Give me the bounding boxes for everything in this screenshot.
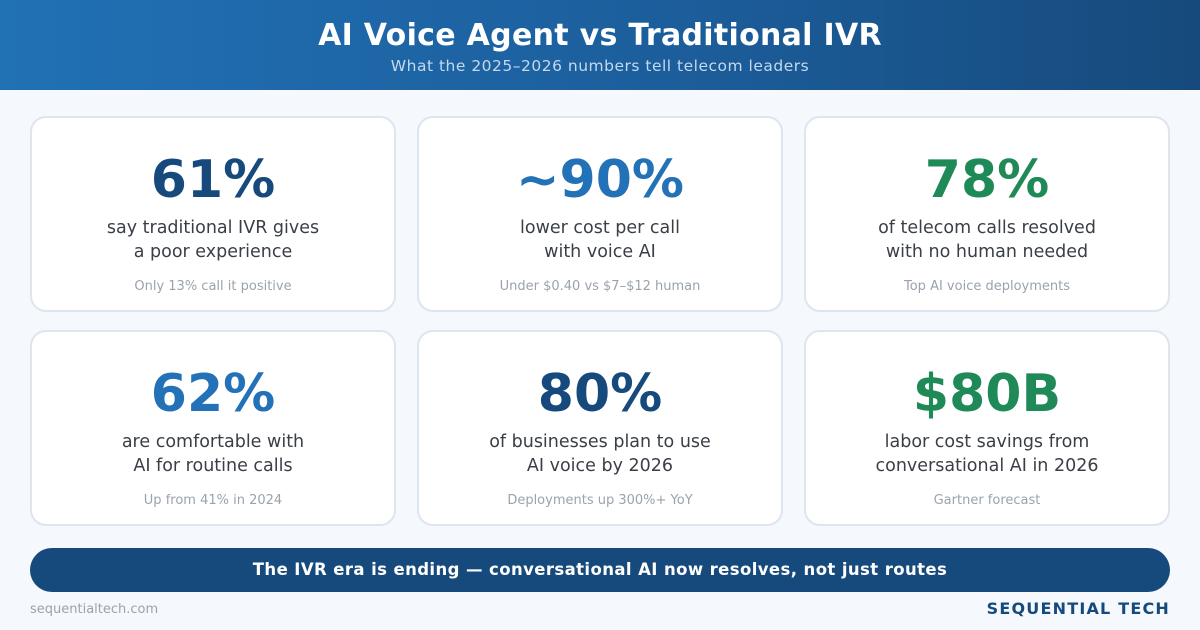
stat-description: of businesses plan to use AI voice by 20… (419, 430, 781, 478)
stat-description: are comfortable with AI for routine call… (32, 430, 394, 478)
stat-description-line2: AI voice by 2026 (526, 456, 674, 476)
stat-description: lower cost per call with voice AI (419, 216, 781, 264)
stat-description-line1: of businesses plan to use (489, 432, 711, 452)
stat-value: 62% (150, 364, 276, 424)
stat-card-ivr-poor-experience: 61% say traditional IVR gives a poor exp… (30, 116, 396, 312)
stat-description-line1: labor cost savings from (884, 432, 1090, 452)
page-title: AI Voice Agent vs Traditional IVR (318, 18, 882, 53)
stat-description-line1: say traditional IVR gives (106, 218, 320, 238)
stat-note: Under $0.40 vs $7–$12 human (499, 279, 701, 294)
conclusion-banner: The IVR era is ending — conversational A… (30, 548, 1170, 592)
stat-note: Deployments up 300%+ YoY (507, 493, 693, 508)
footer-brand: SEQUENTIAL TECH (986, 599, 1170, 618)
stat-note: Only 13% call it positive (134, 279, 292, 294)
footer-url: sequentialtech.com (30, 602, 159, 617)
page-subtitle: What the 2025–2026 numbers tell telecom … (390, 57, 810, 75)
stat-description: say traditional IVR gives a poor experie… (32, 216, 394, 264)
stat-description-line1: of telecom calls resolved (878, 218, 1096, 238)
stat-note: Gartner forecast (933, 493, 1041, 508)
header-banner: AI Voice Agent vs Traditional IVR What t… (0, 0, 1200, 90)
stat-description-line2: with no human needed (885, 242, 1089, 262)
stat-description: of telecom calls resolved with no human … (806, 216, 1168, 264)
stat-card-lower-cost: ~90% lower cost per call with voice AI U… (417, 116, 783, 312)
stat-value: 78% (924, 150, 1050, 210)
stat-description-line2: a poor experience (133, 242, 293, 262)
stat-description-line1: are comfortable with (121, 432, 305, 452)
stat-description-line2: AI for routine calls (133, 456, 293, 476)
stat-value: ~90% (515, 150, 685, 210)
stat-description-line1: lower cost per call (520, 218, 680, 238)
stat-note: Top AI voice deployments (904, 279, 1070, 294)
stat-value: 80% (537, 364, 663, 424)
stat-description: labor cost savings from conversational A… (806, 430, 1168, 478)
stat-value: $80B (912, 364, 1062, 424)
stat-card-businesses-plan: 80% of businesses plan to use AI voice b… (417, 330, 783, 526)
stat-note: Up from 41% in 2024 (143, 493, 283, 508)
stat-description-line2: conversational AI in 2026 (875, 456, 1099, 476)
stat-card-calls-resolved: 78% of telecom calls resolved with no hu… (804, 116, 1170, 312)
stat-card-labor-savings: $80B labor cost savings from conversatio… (804, 330, 1170, 526)
stat-description-line2: with voice AI (544, 242, 656, 262)
stat-card-comfortable-with-ai: 62% are comfortable with AI for routine … (30, 330, 396, 526)
stat-value: 61% (150, 150, 276, 210)
